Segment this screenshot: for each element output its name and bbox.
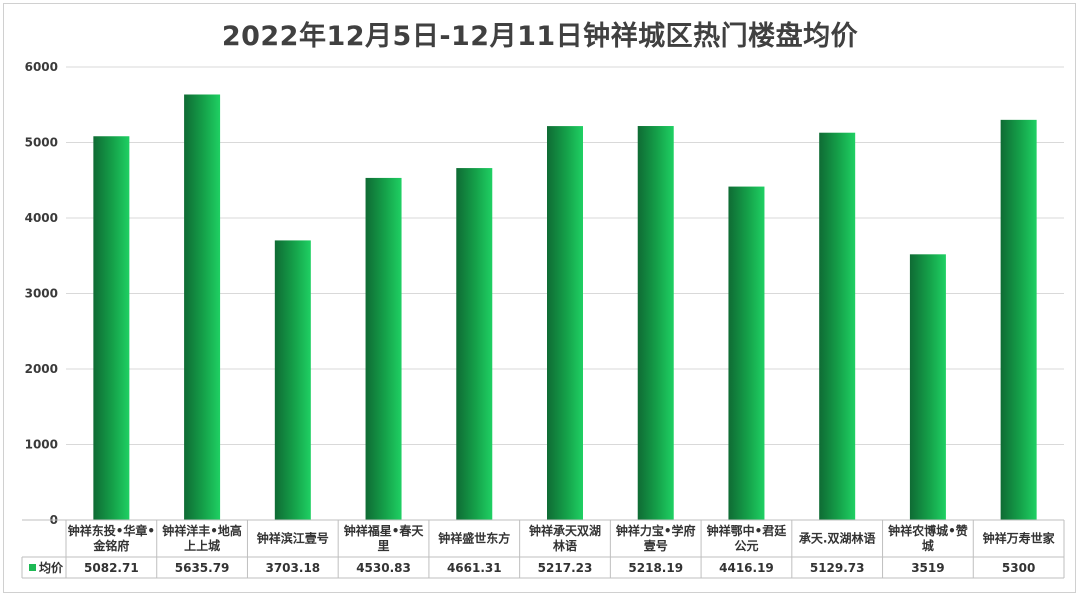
category-label: 钟祥万寿世家 bbox=[983, 531, 1056, 546]
bar bbox=[456, 168, 493, 520]
category-label: 钟祥盛世东方 bbox=[438, 531, 510, 546]
category-label-line: 承天.双湖林语 bbox=[799, 531, 876, 546]
legend-swatch bbox=[29, 564, 36, 571]
category-label-line: 钟祥福星•春天 bbox=[344, 523, 425, 538]
value-label: 4416.19 bbox=[719, 561, 774, 575]
category-label-line: 公元 bbox=[734, 539, 758, 553]
chart-frame bbox=[3, 3, 1076, 593]
value-label: 3703.18 bbox=[265, 561, 320, 575]
y-tick-label: 3000 bbox=[25, 287, 58, 301]
value-label: 5218.19 bbox=[628, 561, 683, 575]
category-label-line: 钟祥东投•华章• bbox=[68, 523, 155, 538]
category-label-line: 金铭府 bbox=[92, 538, 129, 553]
category-label: 钟祥福星•春天里 bbox=[344, 523, 425, 553]
category-label-line: 里 bbox=[378, 538, 390, 553]
y-tick-label: 2000 bbox=[25, 362, 58, 376]
chart-title: 2022年12月5日-12月11日钟祥城区热门楼盘均价 bbox=[221, 21, 859, 52]
category-label: 钟祥农博城•赞城 bbox=[888, 523, 968, 553]
value-label: 5129.73 bbox=[810, 561, 865, 575]
y-tick-label: 5000 bbox=[25, 136, 58, 150]
category-label: 承天.双湖林语 bbox=[799, 531, 876, 546]
value-label: 5635.79 bbox=[175, 561, 230, 575]
category-label-line: 城 bbox=[922, 538, 934, 553]
value-label: 5300 bbox=[1002, 561, 1035, 575]
bar bbox=[637, 126, 674, 520]
category-label-line: 壹号 bbox=[644, 538, 668, 553]
value-label: 4661.31 bbox=[447, 561, 502, 575]
bar bbox=[93, 136, 130, 520]
category-label: 钟祥滨江壹号 bbox=[257, 531, 329, 546]
bar bbox=[184, 94, 221, 520]
category-label-line: 钟祥洋丰•地高 bbox=[162, 523, 242, 538]
value-label: 4530.83 bbox=[356, 561, 411, 575]
legend-label: 均价 bbox=[39, 560, 64, 575]
category-label-line: 钟祥万寿世家 bbox=[983, 531, 1056, 546]
value-label: 5217.23 bbox=[538, 561, 593, 575]
category-label: 钟祥东投•华章•金铭府 bbox=[68, 523, 155, 553]
y-tick-label: 6000 bbox=[25, 60, 58, 74]
value-label: 5082.71 bbox=[84, 561, 139, 575]
bar bbox=[547, 126, 583, 521]
bar bbox=[819, 132, 856, 520]
category-label-line: 钟祥承天双湖 bbox=[529, 523, 601, 538]
y-tick-label: 4000 bbox=[25, 211, 58, 225]
y-tick-label: 1000 bbox=[25, 438, 58, 452]
category-label-line: 钟祥滨江壹号 bbox=[257, 531, 329, 546]
bars bbox=[93, 94, 1037, 521]
bar bbox=[1000, 119, 1037, 520]
category-label-line: 林语 bbox=[553, 538, 577, 553]
category-label-line: 钟祥盛世东方 bbox=[438, 531, 510, 546]
category-label: 钟祥力宝•学府壹号 bbox=[616, 523, 696, 553]
category-label: 钟祥洋丰•地高上上城 bbox=[162, 523, 242, 553]
category-label-line: 钟祥力宝•学府 bbox=[616, 523, 696, 538]
value-label: 3519 bbox=[911, 561, 944, 575]
bar bbox=[274, 240, 311, 520]
bar bbox=[909, 254, 946, 521]
data-table: 钟祥东投•华章•金铭府钟祥洋丰•地高上上城钟祥滨江壹号钟祥福星•春天里钟祥盛世东… bbox=[21, 519, 1065, 579]
bar bbox=[365, 177, 402, 520]
category-label: 钟祥承天双湖林语 bbox=[529, 523, 601, 553]
bar bbox=[728, 186, 765, 521]
category-label-line: 钟祥农博城•赞 bbox=[888, 523, 968, 538]
category-label-line: 上上城 bbox=[184, 538, 220, 553]
category-label-line: 钟祥鄂中•君廷 bbox=[707, 523, 788, 538]
category-label: 钟祥鄂中•君廷公元 bbox=[707, 523, 788, 553]
